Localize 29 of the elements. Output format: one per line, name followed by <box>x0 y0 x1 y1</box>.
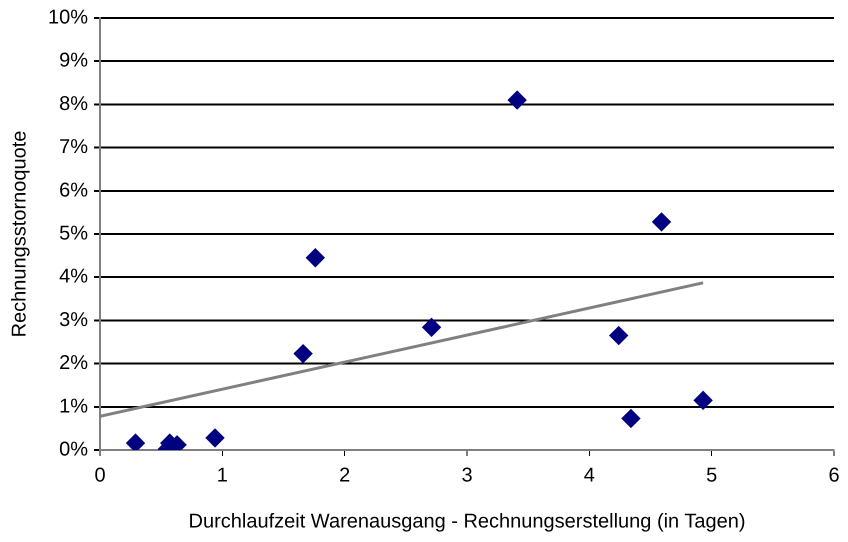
x-tick-label: 3 <box>461 464 473 487</box>
y-tick-label: 3% <box>59 308 88 331</box>
point <box>422 318 442 337</box>
x-tick-label: 5 <box>706 464 718 487</box>
x-tick-label: 0 <box>94 464 106 487</box>
point <box>694 390 713 410</box>
y-tick-label: 7% <box>59 136 88 158</box>
point <box>508 90 527 110</box>
point <box>306 248 325 268</box>
y-tick-label: 9% <box>59 50 88 72</box>
y-tick-label: 2% <box>59 352 88 374</box>
x-tick-label: 6 <box>828 464 840 487</box>
point <box>609 326 628 346</box>
y-tick-label: 8% <box>59 92 88 115</box>
x-tick-label: 1 <box>216 464 228 487</box>
y-tick-label: 0% <box>59 438 88 461</box>
y-tick-label: 6% <box>59 179 88 202</box>
x-axis-title: Durchlaufzeit Warenausgang - Rechnungserstellung (in Tagen) <box>188 510 746 533</box>
y-tick-label: 5% <box>59 222 88 245</box>
point <box>652 212 672 232</box>
y-tick-label: 1% <box>59 395 88 418</box>
y-tick-label: 4% <box>59 266 88 288</box>
point <box>621 408 640 428</box>
y-tick-label: 10% <box>48 6 88 29</box>
x-tick-label: 2 <box>339 464 350 487</box>
y-axis-title: Rechnungsstornoquote <box>8 130 31 338</box>
x-tick-label: 4 <box>584 464 595 487</box>
point <box>294 344 313 364</box>
point <box>206 428 225 448</box>
